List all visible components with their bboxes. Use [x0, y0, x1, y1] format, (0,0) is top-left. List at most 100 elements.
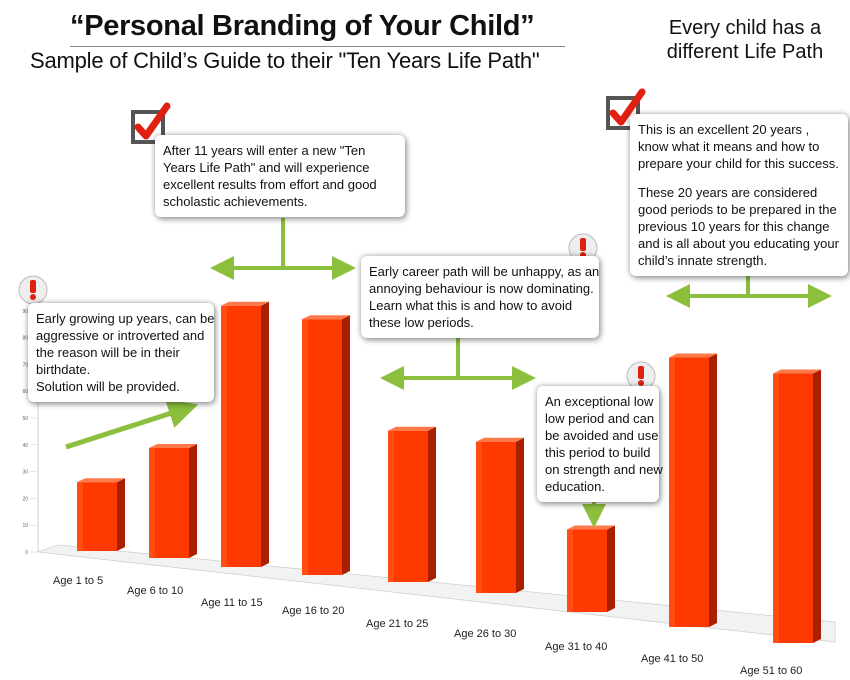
bar-highlight: [388, 430, 394, 582]
bar-top: [302, 315, 350, 320]
callout-age-11: After 11 years will enter a new "Ten Yea…: [155, 135, 405, 217]
bar-highlight: [669, 357, 675, 627]
callout-twenty-years: This is an excellent 20 years , know wha…: [630, 114, 848, 276]
y-tick-label: 20: [22, 496, 28, 502]
callout-line: An exceptional low: [545, 394, 654, 409]
bar-top: [476, 437, 524, 442]
bar-highlight: [567, 529, 573, 612]
title-underline: [70, 46, 565, 47]
callout-line: Early growing up years, can be: [36, 311, 215, 326]
callout-line: Solution will be provided.: [36, 379, 180, 394]
callout-line: This is an excellent 20 years ,: [638, 122, 810, 137]
bar-side: [709, 353, 717, 627]
y-tick-label: 0: [25, 550, 28, 556]
bar-side: [607, 525, 615, 612]
category-label: Age 16 to 20: [282, 605, 344, 617]
bar-top: [221, 301, 269, 306]
bar-top: [77, 478, 125, 483]
bar-side: [342, 315, 350, 575]
bar: [77, 478, 125, 551]
callout-low-period: An exceptional low low period and can be…: [537, 386, 663, 502]
callout-line: Learn what this is and how to avoid: [369, 298, 573, 313]
y-tick-label: 10: [22, 523, 28, 529]
callout-early-years: Early growing up years, can be aggressiv…: [28, 303, 214, 402]
callout-line: excellent results from effort and good: [163, 177, 377, 192]
bar-highlight: [773, 373, 779, 643]
bar-highlight: [221, 305, 227, 567]
callout-line: prepare your child for this success.: [638, 156, 839, 171]
bar: [567, 525, 615, 612]
bar-top: [669, 353, 717, 358]
arrow-early-years: [65, 399, 199, 450]
bar-front: [302, 319, 342, 575]
callout-early-career: Early career path will be unhappy, as an…: [361, 256, 599, 338]
y-tick-label: 60: [22, 389, 28, 395]
bar-front: [77, 482, 117, 551]
callout-line: good periods to be prepared in the: [638, 202, 837, 217]
tagline-line-1: Every child has a: [668, 17, 822, 39]
bar-front: [773, 373, 813, 643]
exclamation-icon: [626, 361, 656, 391]
category-label: Age 1 to 5: [53, 575, 103, 587]
category-labels: Age 1 to 5 Age 6 to 10 Age 11 to 15 Age 16 …: [53, 575, 802, 677]
tagline: Every child has a different Life Path: [640, 16, 850, 64]
bar-side: [189, 444, 197, 558]
bar-highlight: [149, 448, 155, 558]
callout-line: scholastic achievements.: [163, 194, 308, 209]
callout-line: previous 10 years for this change: [638, 219, 830, 234]
y-tick-label: 40: [22, 443, 28, 449]
callout-line: the reason will be in their: [36, 345, 180, 360]
bar: [302, 315, 350, 575]
category-label: Age 26 to 30: [454, 628, 516, 640]
category-label: Age 21 to 25: [366, 618, 428, 630]
callout-line: on strength and new: [545, 462, 663, 477]
bar-highlight: [302, 319, 308, 575]
category-label: Age 31 to 40: [545, 641, 607, 653]
bar: [388, 426, 436, 582]
callout-line: birthdate.: [36, 362, 91, 377]
page-title: “Personal Branding of Your Child”: [70, 10, 535, 42]
callout-line: These 20 years are considered: [638, 185, 818, 200]
category-label: Age 51 to 60: [740, 665, 802, 677]
bar: [221, 301, 269, 567]
bar-side: [261, 301, 269, 567]
bar-highlight: [476, 441, 482, 593]
callout-line: child’s innate strength.: [638, 253, 768, 268]
bar: [476, 437, 524, 593]
bar-front: [388, 430, 428, 582]
callout-line: know what it means and how to: [638, 139, 820, 154]
bar-side: [117, 478, 125, 551]
page-subtitle: Sample of Child’s Guide to their "Ten Ye…: [30, 48, 540, 73]
callout-line: aggressive or introverted and: [36, 328, 205, 343]
bar-top: [388, 426, 436, 431]
bars-group: [77, 301, 821, 643]
bar-front: [149, 448, 189, 558]
arrow-twenty-years: [666, 272, 832, 308]
bar-top: [773, 369, 821, 374]
bar-top: [567, 525, 615, 530]
y-tick-label: 50: [22, 416, 28, 422]
arrow-early-career: [380, 338, 536, 390]
y-tick-label: 30: [22, 470, 28, 476]
category-label: Age 6 to 10: [127, 585, 183, 597]
bar-side: [516, 437, 524, 593]
callout-line: be avoided and use: [545, 428, 659, 443]
callout-line: these low periods.: [369, 315, 474, 330]
callout-line: education.: [545, 479, 605, 494]
bar: [149, 444, 197, 558]
callout-line: Early career path will be unhappy, as an: [369, 264, 600, 279]
bar-side: [813, 369, 821, 643]
category-label: Age 41 to 50: [641, 653, 703, 665]
paragraph-gap: [638, 172, 840, 184]
bar-side: [428, 426, 436, 582]
bar-front: [476, 441, 516, 593]
tagline-line-2: different Life Path: [666, 41, 824, 63]
bar-highlight: [77, 482, 83, 551]
exclamation-icon: [18, 275, 48, 305]
callout-line: low period and can: [545, 411, 655, 426]
bar-top: [149, 444, 197, 448]
arrow-age-11: [210, 218, 356, 280]
y-tick-label: 90: [22, 309, 28, 315]
bar-front: [567, 529, 607, 612]
